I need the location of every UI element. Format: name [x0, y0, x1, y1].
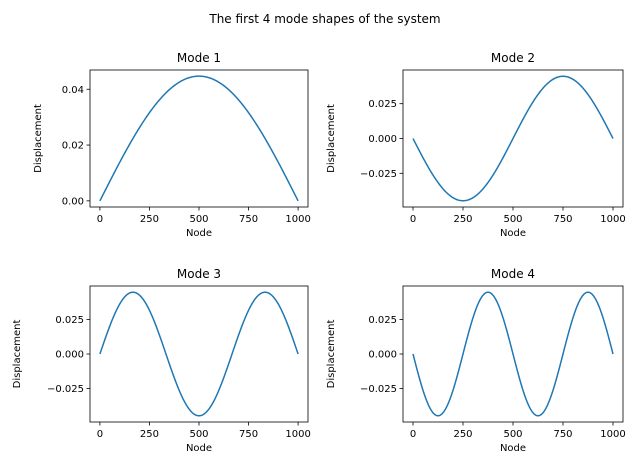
y-axis-label: Displacement [12, 320, 23, 389]
subplot-title: Mode 1 [177, 51, 221, 65]
y-tick-label: 0.00 [62, 196, 84, 207]
y-tick-label: 0.025 [55, 315, 84, 326]
subplot-1: Mode 1 0 250 500 750 1000 0.00 0.02 0.04 Node Disp… [33, 51, 311, 239]
y-tick-label: 0.02 [62, 141, 84, 152]
x-tick-label: 750 [239, 214, 258, 225]
subplot-2: Mode 2 0 250 500 750 1000 −0.025 0.000 0.025 Node… [326, 51, 626, 239]
x-tick-label: 750 [553, 429, 572, 440]
mode-shape-line [99, 75, 299, 202]
y-tick-label: 0.04 [62, 85, 84, 96]
y-tick-label: 0.025 [368, 99, 397, 110]
x-tick-label: 0 [410, 214, 416, 225]
x-tick-label: 500 [503, 214, 522, 225]
x-tick-label: 1000 [600, 429, 625, 440]
x-axis-label: Node [500, 228, 526, 239]
x-axis-label: Node [186, 443, 212, 454]
x-tick-label: 250 [140, 214, 159, 225]
mode-shape-line [99, 291, 299, 417]
x-tick-label: 500 [189, 214, 208, 225]
y-axis-label: Displacement [326, 320, 337, 389]
subplot-title: Mode 3 [177, 267, 221, 281]
x-tick-label: 500 [189, 429, 208, 440]
x-tick-label: 1000 [600, 214, 625, 225]
x-tick-label: 0 [410, 429, 416, 440]
x-tick-label: 1000 [285, 214, 310, 225]
y-tick-label: 0.025 [368, 315, 397, 326]
x-tick-label: 250 [453, 214, 472, 225]
y-tick-label: −0.025 [47, 384, 84, 395]
x-axis-label: Node [186, 228, 212, 239]
x-tick-label: 1000 [285, 429, 310, 440]
y-tick-label: 0.000 [55, 350, 84, 361]
x-tick-label: 0 [97, 214, 103, 225]
subplot-3: Mode 3 0 250 500 750 1000 −0.025 0.000 0.025 Node… [12, 267, 311, 454]
subplot-title: Mode 2 [491, 51, 535, 65]
y-axis-label: Displacement [326, 104, 337, 173]
subplot-4: Mode 4 0 250 500 750 1000 −0.025 0.000 0.025 Node… [326, 267, 626, 454]
y-axis-label: Displacement [33, 104, 44, 173]
x-tick-label: 750 [553, 214, 572, 225]
mode-shape-line [412, 75, 614, 202]
x-tick-label: 250 [140, 429, 159, 440]
x-tick-label: 0 [97, 429, 103, 440]
y-tick-label: 0.000 [368, 350, 397, 361]
y-tick-label: −0.025 [360, 169, 397, 180]
subplot-title: Mode 4 [491, 267, 535, 281]
y-tick-label: −0.025 [360, 384, 397, 395]
x-tick-label: 750 [239, 429, 258, 440]
subplot-grid: Mode 1 0 250 500 750 1000 0.00 0.02 0.04 Node Disp… [12, 51, 626, 454]
mode-shape-line [412, 291, 614, 417]
x-tick-label: 500 [503, 429, 522, 440]
x-tick-label: 250 [453, 429, 472, 440]
y-tick-label: 0.000 [368, 134, 397, 145]
figure-title: The first 4 mode shapes of the system [208, 12, 440, 26]
x-axis-label: Node [500, 443, 526, 454]
